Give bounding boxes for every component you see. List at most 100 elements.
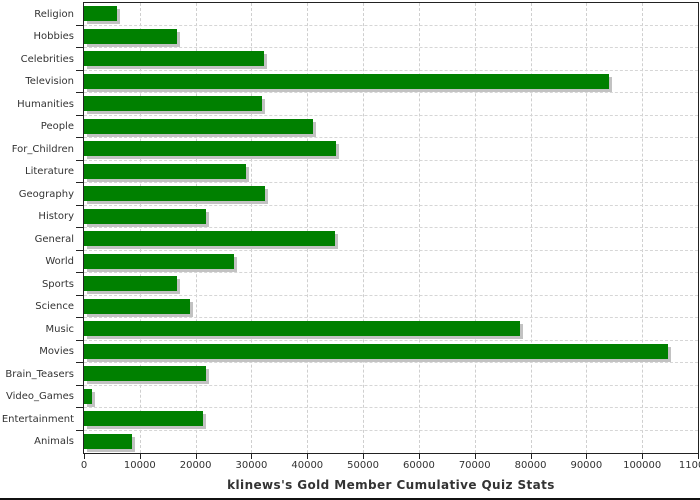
plot-area <box>83 2 699 454</box>
category-label: Entertainment <box>1 413 74 425</box>
bar-row <box>84 273 698 296</box>
x-tick-label: 20000 <box>179 460 212 471</box>
category-label: Sports <box>41 278 74 290</box>
y-tick <box>76 317 84 318</box>
bar-row <box>84 318 698 341</box>
x-tick-label: 90000 <box>570 460 603 471</box>
bar <box>84 28 178 44</box>
x-tick-label: 0 <box>80 460 88 471</box>
bar <box>84 96 262 111</box>
bar-row <box>84 93 698 116</box>
bar-row <box>84 26 698 48</box>
category-label: For_Children <box>11 143 74 155</box>
bar <box>84 433 132 449</box>
v-gridline <box>251 3 253 453</box>
x-tick <box>84 454 85 459</box>
bar <box>84 186 266 201</box>
v-gridline <box>474 3 476 453</box>
x-tick-label: 80000 <box>514 460 547 471</box>
category-label: Animals <box>34 436 74 448</box>
v-gridline <box>139 3 141 453</box>
category-label: Humanities <box>17 98 74 110</box>
x-tick-label: 70000 <box>458 460 491 471</box>
bar-row <box>84 3 698 26</box>
y-tick <box>76 362 84 363</box>
x-tick <box>139 454 141 459</box>
category-label: People <box>40 121 74 133</box>
bar-row <box>84 386 698 408</box>
category-label: World <box>45 256 74 268</box>
bar-row <box>84 408 698 431</box>
x-tick-label: 10000 <box>123 460 156 471</box>
x-tick-label: 50000 <box>347 460 379 471</box>
bar <box>84 141 336 156</box>
bar <box>84 163 247 179</box>
y-tick <box>76 182 84 183</box>
bar-row <box>84 161 698 183</box>
category-label: General <box>34 233 74 245</box>
y-tick <box>76 227 84 228</box>
bar <box>84 298 191 314</box>
category-label: Religion <box>34 8 74 20</box>
v-gridline <box>586 3 588 453</box>
y-tick <box>76 114 84 116</box>
category-label: Hobbies <box>33 31 74 43</box>
bar <box>84 276 177 291</box>
bar-row <box>84 116 698 138</box>
y-tick <box>76 407 84 408</box>
category-label: Literature <box>25 166 74 178</box>
category-label: Celebrities <box>20 53 74 65</box>
x-tick <box>195 454 197 459</box>
x-tick-label: 110000 <box>678 460 700 471</box>
bar-row <box>84 341 698 363</box>
x-tick-label: 30000 <box>235 460 268 471</box>
category-label: Science <box>35 301 74 313</box>
y-tick <box>76 47 84 48</box>
bar <box>84 6 118 21</box>
bar-row <box>84 431 698 454</box>
bottom-border <box>0 498 700 500</box>
x-tick <box>251 454 253 459</box>
bar <box>84 343 669 359</box>
category-label: Television <box>25 76 74 88</box>
x-tick <box>418 454 420 459</box>
bar-row <box>84 251 698 273</box>
x-tick <box>698 454 699 459</box>
x-tick-label: 60000 <box>403 460 435 471</box>
bar <box>84 321 520 336</box>
x-tick <box>586 454 588 459</box>
y-tick <box>76 159 84 161</box>
category-label: Geography <box>18 188 74 200</box>
bar <box>84 118 313 134</box>
category-label: Movies <box>39 346 74 358</box>
y-tick <box>76 429 84 431</box>
y-tick <box>76 24 84 26</box>
x-tick-label: 100000 <box>623 460 662 471</box>
y-tick <box>76 272 84 273</box>
y-tick <box>76 92 84 93</box>
y-tick <box>76 69 84 71</box>
bar-row <box>84 206 698 228</box>
v-gridline <box>418 3 420 453</box>
v-gridline <box>642 3 644 453</box>
bar <box>84 253 234 269</box>
bar-row <box>84 296 698 318</box>
v-gridline <box>363 3 365 453</box>
bar-row <box>84 363 698 386</box>
y-tick <box>76 137 84 138</box>
x-tick-label: 40000 <box>291 460 324 471</box>
y-tick <box>76 384 84 386</box>
x-tick <box>363 454 365 459</box>
bar <box>84 388 93 404</box>
chart-title: klinews's Gold Member Cumulative Quiz St… <box>227 478 555 492</box>
bar <box>84 73 610 89</box>
v-gridline <box>530 3 532 453</box>
x-tick <box>474 454 476 459</box>
y-tick <box>76 294 84 296</box>
x-tick <box>642 454 644 459</box>
x-tick <box>307 454 309 459</box>
category-label: Music <box>45 323 74 335</box>
y-tick <box>76 339 84 341</box>
x-tick <box>530 454 532 459</box>
